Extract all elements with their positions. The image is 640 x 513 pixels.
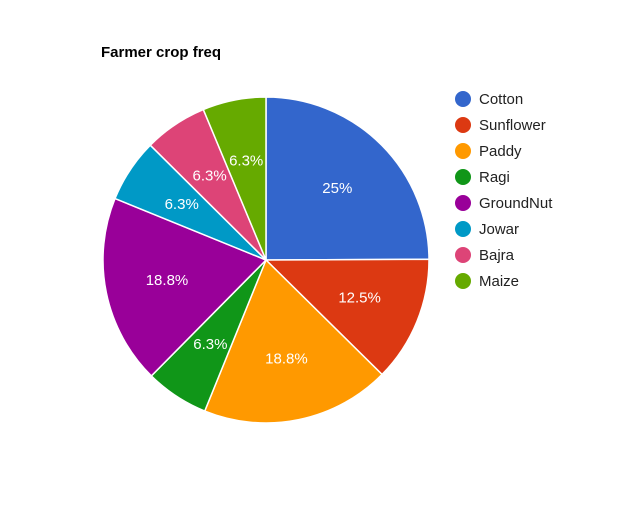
legend-swatch-ragi — [455, 169, 471, 185]
legend-item-paddy[interactable]: Paddy — [455, 138, 552, 164]
legend-swatch-sunflower — [455, 117, 471, 133]
legend-item-cotton[interactable]: Cotton — [455, 86, 552, 112]
legend-swatch-paddy — [455, 143, 471, 159]
legend-item-groundnut[interactable]: GroundNut — [455, 190, 552, 216]
legend-item-sunflower[interactable]: Sunflower — [455, 112, 552, 138]
legend-label-maize: Maize — [479, 272, 520, 290]
pie-slice-maize[interactable] — [202, 96, 267, 261]
legend-label-groundnut: GroundNut — [479, 194, 553, 212]
slice-label-maize: 6.3% — [229, 152, 263, 169]
legend-swatch-cotton — [455, 91, 471, 107]
legend: Cotton Sunflower Paddy Ragi GroundNut Jowar Ba… — [455, 86, 552, 294]
legend-item-maize[interactable]: Maize — [455, 268, 552, 294]
legend-label-paddy: Paddy — [479, 142, 522, 160]
legend-label-sunflower: Sunflower — [479, 116, 546, 134]
legend-swatch-groundnut — [455, 195, 471, 211]
pie-slice-sunflower[interactable] — [264, 258, 430, 376]
slice-label-sunflower: 12.5% — [338, 290, 381, 307]
legend-swatch-maize — [455, 273, 471, 289]
slice-label-bajra: 6.3% — [193, 168, 227, 185]
legend-swatch-jowar — [455, 221, 471, 237]
slice-label-ragi: 6.3% — [193, 336, 227, 353]
pie-slice-cotton[interactable] — [265, 96, 430, 261]
legend-label-ragi: Ragi — [479, 168, 510, 186]
pie-slice-groundnut[interactable] — [102, 197, 268, 377]
pie-slice-paddy[interactable] — [203, 258, 384, 424]
slice-label-cotton: 25% — [322, 180, 352, 197]
legend-item-bajra[interactable]: Bajra — [455, 242, 552, 268]
chart-title: Farmer crop freq — [101, 44, 222, 61]
legend-item-jowar[interactable]: Jowar — [455, 216, 552, 242]
slice-label-paddy: 18.8% — [265, 350, 308, 367]
legend-swatch-bajra — [455, 247, 471, 263]
legend-label-cotton: Cotton — [479, 90, 524, 108]
slice-label-jowar: 6.3% — [165, 196, 199, 213]
legend-label-bajra: Bajra — [479, 246, 515, 264]
slice-label-groundnut: 18.8% — [146, 272, 189, 289]
legend-item-ragi[interactable]: Ragi — [455, 164, 552, 190]
legend-label-jowar: Jowar — [479, 220, 520, 238]
